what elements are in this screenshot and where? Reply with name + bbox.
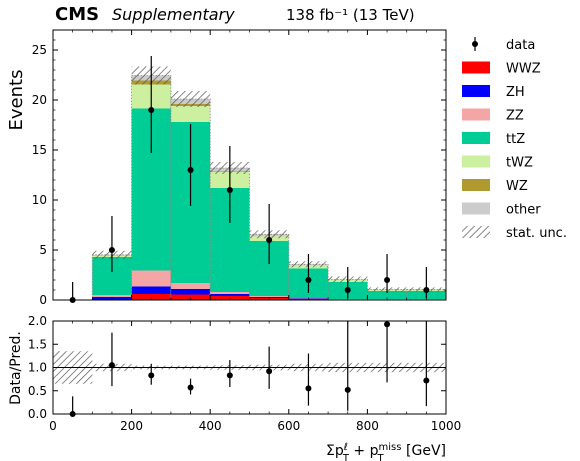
ratio-point-7 (344, 386, 351, 393)
legend-label: ZH (506, 85, 525, 100)
legend-label: WWZ (506, 62, 541, 77)
legend-label: ZZ (506, 109, 524, 124)
axes: 0 5 10 15 20 25 0 200 400 600 800 1000 0.0 0.5 1.0 1.5 2… (28, 29, 462, 433)
data-point-9 (423, 287, 430, 293)
bar-twz-bin-3 (170, 106, 211, 122)
legend-swatch-ttz (462, 132, 490, 144)
stacked-histogram (91, 75, 447, 301)
legend-data-marker (472, 41, 478, 47)
data-point-2 (148, 107, 155, 113)
legend-label: other (506, 203, 541, 218)
bar-wwz-bin-2 (131, 294, 171, 300)
ratio-points (53, 321, 446, 417)
bar-zz-bin-1 (92, 295, 132, 297)
lumi-label: 138 fb⁻¹ (13 TeV) (286, 6, 415, 24)
data-point-5 (266, 237, 273, 243)
stat-unc-bin-3 (170, 91, 211, 107)
legend-label: WZ (506, 179, 528, 194)
data-point-4 (226, 187, 233, 193)
data-point-3 (187, 167, 194, 173)
legend-swatch-other (462, 202, 490, 215)
x-tick-label: 600 (277, 419, 300, 433)
bar-zh-bin-3 (170, 289, 211, 295)
ratio-point-5 (266, 368, 273, 375)
y-tick-label-ratio: 1.5 (28, 337, 47, 351)
ratio-point-1 (108, 362, 115, 369)
ratio-point-6 (305, 385, 312, 392)
y-tick-label-ratio: 0.5 (28, 384, 47, 398)
legend-swatch-stat-unc (462, 226, 490, 238)
data-point-7 (344, 287, 351, 293)
legend-swatch-zz (462, 108, 490, 121)
y-tick-label-ratio: 1.0 (28, 361, 47, 375)
supplementary-label: Supplementary (112, 5, 235, 24)
bar-wwz-bin-3 (170, 294, 211, 300)
x-tick-label: 400 (199, 419, 222, 433)
x-axis-label: Σpℓ T + pmiss T [GeV] (326, 442, 446, 461)
bar-zz-bin-5 (249, 296, 289, 297)
legend-swatch-wz (462, 179, 490, 191)
legend-swatch-wwz (462, 61, 490, 74)
bar-zh-bin-2 (131, 286, 171, 294)
ratio-point-4 (226, 372, 233, 379)
y-tick-label-top: 0 (39, 293, 47, 307)
legend-label: ttZ (506, 132, 525, 147)
data-points (69, 56, 430, 303)
y-tick-label-ratio: 2.0 (28, 314, 47, 328)
y-tick-label-ratio: 0.0 (28, 407, 47, 421)
bar-ttz-bin-8 (367, 291, 407, 299)
ratio-point-8 (384, 321, 391, 328)
y-tick-label-top: 5 (39, 243, 47, 257)
bar-zz-bin-2 (131, 270, 171, 287)
bar-zz-bin-3 (170, 283, 211, 289)
x-tick-label: 200 (120, 419, 143, 433)
x-tick-label: 1000 (431, 419, 462, 433)
cms-label: CMS (55, 4, 99, 25)
y-tick-label-top: 10 (32, 193, 47, 207)
stack-outline-bin-7 (327, 278, 368, 301)
legend-label: tWZ (506, 156, 533, 171)
data-point-8 (384, 277, 391, 283)
legend-label: data (506, 38, 535, 53)
legend-swatch-twz (462, 155, 490, 168)
y-axis-label-top: Events (6, 70, 27, 131)
ratio-point-9 (423, 377, 430, 384)
ratio-point-2 (148, 372, 155, 379)
y-tick-label-top: 20 (32, 93, 47, 107)
y-axis-label-ratio: Data/Pred. (8, 331, 24, 405)
x-tick-label: 0 (49, 419, 57, 433)
data-point-6 (305, 277, 312, 283)
y-tick-label-top: 25 (32, 43, 47, 57)
x-tick-label: 800 (356, 419, 379, 433)
ratio-point-3 (187, 384, 194, 391)
bar-zh-bin-4 (210, 294, 250, 296)
legend: data WWZ ZH ZZ ttZ tWZ WZ other stat. unc. (462, 37, 567, 241)
legend-swatch-zh (462, 85, 490, 97)
y-tick-label-top: 15 (32, 143, 47, 157)
legend-label: stat. unc. (506, 226, 567, 241)
data-point-1 (108, 247, 115, 253)
bar-zz-bin-4 (210, 292, 250, 294)
